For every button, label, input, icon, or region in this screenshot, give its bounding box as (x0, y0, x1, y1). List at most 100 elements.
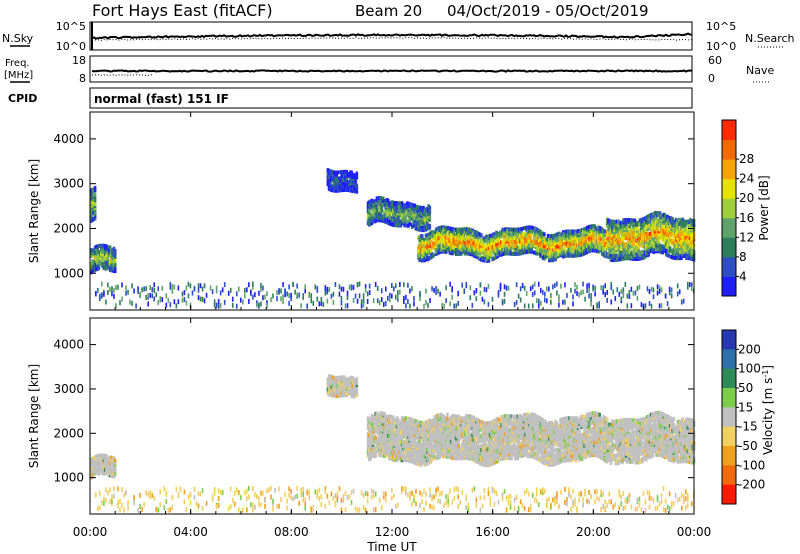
echo-cell (407, 298, 409, 304)
echo-cell (670, 287, 673, 293)
echo-cell (314, 284, 317, 290)
echo-cell (594, 291, 596, 297)
echo-cell (475, 248, 478, 253)
echo-cell (199, 296, 202, 302)
echo-cell (352, 173, 356, 178)
echo-cell (413, 203, 416, 208)
echo-cell (260, 282, 262, 288)
echo-cell (205, 292, 208, 298)
echo-cell (503, 241, 507, 246)
echo-cell (169, 284, 172, 290)
echo-cell (628, 250, 632, 255)
echo-cell (93, 204, 97, 209)
echo-cell (497, 239, 501, 244)
echo-cell (614, 296, 617, 302)
echo-cell (215, 288, 218, 294)
echo-cell (362, 302, 365, 308)
echo-cell (578, 236, 581, 241)
echo-cell (414, 419, 418, 424)
echo-cell (227, 290, 230, 296)
echo-cell (527, 303, 530, 309)
echo-cell (112, 456, 116, 461)
cpid-value: normal (fast) 151 IF (94, 92, 229, 106)
echo-cell (527, 245, 531, 250)
echo-cell (398, 213, 401, 218)
echo-cell (461, 235, 464, 240)
echo-cell (451, 251, 454, 256)
echo-cell (614, 258, 618, 263)
echo-cell (439, 291, 441, 297)
echo-cell (193, 286, 196, 292)
echo-cell (408, 213, 411, 218)
echo-cell (634, 232, 638, 237)
echo-cell (203, 298, 206, 304)
echo-cell (636, 285, 639, 291)
echo-cell (560, 238, 564, 243)
echo-cell (678, 250, 682, 255)
echo-cell (379, 212, 383, 217)
echo-cell (598, 242, 601, 247)
echo-cell (531, 292, 534, 298)
echo-cell (657, 241, 661, 246)
echo-cell (638, 242, 642, 247)
echo-cell (432, 253, 435, 258)
echo-cell (673, 251, 677, 256)
echo-cell (475, 457, 478, 462)
echo-cell (443, 303, 445, 309)
echo-cell (235, 291, 238, 297)
echo-cell (488, 250, 492, 255)
echo-cell (408, 420, 411, 425)
echo-cell (554, 257, 557, 262)
echo-cell (530, 247, 534, 252)
echo-cell (612, 289, 615, 295)
echo-cell (534, 244, 537, 249)
echo-cell (308, 292, 311, 298)
echo-cell (93, 196, 97, 201)
echo-cell (405, 294, 407, 300)
echo-cell (93, 210, 97, 215)
echo-cell (383, 418, 386, 423)
echo-cell (383, 412, 386, 417)
echo-cell (153, 296, 156, 302)
echo-cell (584, 296, 586, 302)
echo-cell (628, 244, 632, 249)
echo-cell (652, 247, 656, 252)
echo-cell (415, 459, 419, 464)
echo-cell (608, 251, 612, 256)
echo-cell (657, 235, 661, 240)
echo-cell (632, 224, 635, 229)
echo-cell (657, 237, 661, 242)
echo-cell (446, 412, 449, 417)
echo-cell (266, 303, 268, 309)
echo-cell (435, 290, 437, 296)
echo-cell (475, 246, 478, 251)
echo-cell (646, 221, 649, 226)
echo-cell (456, 448, 459, 453)
echo-cell (687, 240, 691, 245)
echo-cell (422, 246, 425, 251)
echo-cell (570, 237, 574, 242)
echo-cell (666, 301, 669, 307)
echo-cell (374, 281, 377, 287)
echo-cell (529, 237, 532, 242)
echo-cell (405, 303, 407, 309)
echo-cell (129, 299, 131, 305)
echo-cell (252, 294, 254, 300)
echo-cell (556, 238, 560, 243)
echo-cell (340, 188, 344, 193)
echo-cell (389, 444, 393, 449)
cpid-panel: CPID normal (fast) 151 IF (8, 87, 693, 109)
echo-cell (298, 292, 300, 298)
echo-cell (90, 270, 93, 275)
echo-cell (469, 295, 472, 301)
echo-cell (388, 434, 391, 439)
echo-cell (636, 220, 639, 225)
echo-cell (370, 220, 374, 225)
echo-cell (657, 233, 661, 238)
echo-cell (400, 209, 404, 214)
echo-cell (609, 223, 613, 228)
echo-cell (478, 250, 482, 255)
freq-tick-bottom: 8 (79, 72, 86, 85)
echo-cell (445, 285, 447, 291)
echo-cell (492, 232, 496, 237)
